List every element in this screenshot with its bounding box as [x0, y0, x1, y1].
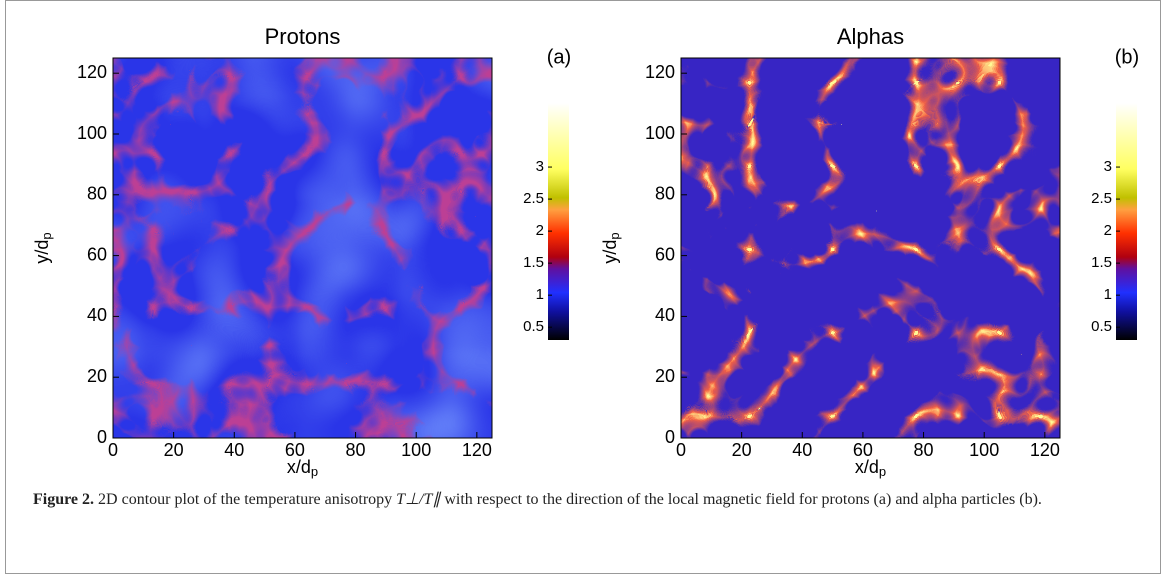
frame: [5, 0, 1161, 574]
caption: Figure 2. 2D contour plot of the tempera…: [33, 487, 1133, 513]
x-tick-label: 40: [792, 440, 812, 460]
y-tick-label: 40: [655, 305, 675, 325]
y-tick-label: 80: [655, 184, 675, 204]
colorbar: [548, 103, 569, 340]
y-tick-label: 100: [77, 123, 107, 143]
x-axis-label-sub: p: [879, 464, 886, 479]
x-tick-label: 40: [224, 440, 244, 460]
x-tick-label: 120: [462, 440, 492, 460]
chart: Protons(a)0 20 40 60 80 100 120020406080100120…: [32, 24, 1139, 480]
x-tick-label: 60: [285, 440, 305, 460]
x-tick-label: 60: [853, 440, 873, 460]
x-axis-label: x/dp: [855, 457, 886, 480]
y-axis-label: y/dp: [600, 232, 623, 263]
colorbar-tick-label: 3: [536, 158, 544, 175]
colorbar-tick-label: 1.5: [523, 254, 544, 271]
y-axis-label-main: y/d: [600, 240, 620, 264]
x-tick-label: 100: [969, 440, 999, 460]
colorbar: [1116, 103, 1137, 340]
x-tick-label: 120: [1030, 440, 1060, 460]
x-tick-label: 0: [108, 440, 118, 460]
colorbar-tick-label: 2.5: [523, 190, 544, 207]
y-tick-label: 120: [645, 62, 675, 82]
x-axis-label: x/dp: [287, 457, 318, 480]
colorbar-tick-label: 2.5: [1091, 190, 1112, 207]
caption-text: with respect to the direction of the loc…: [444, 491, 1042, 508]
heatmap-texture: [681, 58, 1060, 438]
panel-label: (a): [547, 46, 571, 68]
panel-label: (b): [1115, 46, 1139, 68]
colorbar-tick-label: 1: [1104, 286, 1112, 303]
x-tick-label: 80: [346, 440, 366, 460]
colorbar-tick-label: 1: [536, 286, 544, 303]
y-tick-label: 0: [97, 427, 107, 447]
y-axis-label-sub: p: [39, 232, 54, 239]
x-axis-label-main: x/d: [287, 457, 311, 477]
y-axis-label-main: y/d: [32, 240, 52, 264]
y-tick-label: 60: [655, 244, 675, 264]
y-axis-label-sub: p: [607, 232, 622, 239]
caption-label: Figure 2.: [33, 491, 95, 508]
plot-frame: [680, 57, 1061, 439]
x-tick-label: 0: [676, 440, 686, 460]
y-tick-label: 120: [77, 62, 107, 82]
caption-math: T⊥/T∥: [396, 491, 441, 508]
colorbar-tick-label: 0.5: [523, 318, 544, 335]
x-axis-label-main: x/d: [855, 457, 879, 477]
x-tick-label: 80: [914, 440, 934, 460]
colorbar-tick-label: 2: [536, 222, 544, 239]
y-tick-label: 40: [87, 305, 107, 325]
chart-title: Alphas: [837, 24, 904, 49]
y-tick-label: 60: [87, 244, 107, 264]
chart-title: Protons: [265, 24, 341, 49]
y-tick-label: 80: [87, 184, 107, 204]
y-tick-label: 20: [87, 366, 107, 386]
x-tick-label: 100: [401, 440, 431, 460]
x-axis-label-sub: p: [311, 464, 318, 479]
caption-text: 2D contour plot of the temperature aniso…: [98, 491, 393, 508]
y-tick-label: 0: [665, 427, 675, 447]
colorbar-tick-label: 3: [1104, 158, 1112, 175]
colorbar-tick-label: 0.5: [1091, 318, 1112, 335]
x-tick-label: 20: [732, 440, 752, 460]
y-tick-label: 20: [655, 366, 675, 386]
heatmap-texture: [113, 58, 492, 438]
x-tick-label: 20: [164, 440, 184, 460]
colorbar-tick-label: 2: [1104, 222, 1112, 239]
colorbar-tick-label: 1.5: [1091, 254, 1112, 271]
y-tick-label: 100: [645, 123, 675, 143]
plot-frame: [112, 57, 493, 439]
y-axis-label: y/dp: [32, 232, 55, 263]
